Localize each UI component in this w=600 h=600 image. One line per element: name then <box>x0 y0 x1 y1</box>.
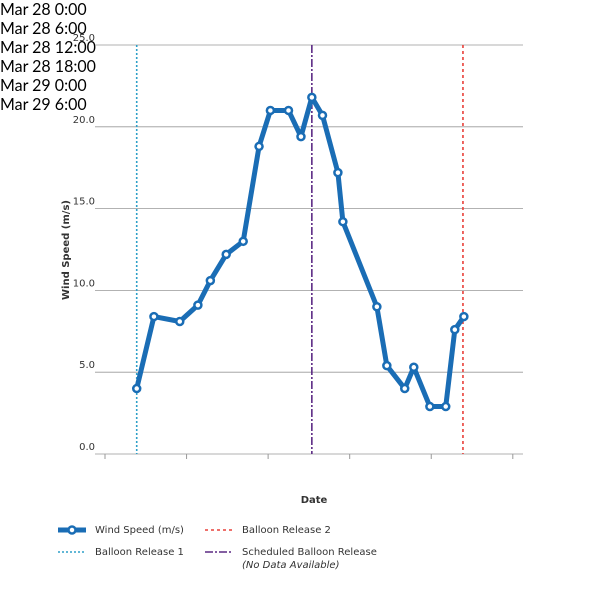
point <box>193 300 203 310</box>
point <box>459 311 469 322</box>
legend-label: Scheduled Balloon Release <box>242 547 377 558</box>
point <box>131 383 142 394</box>
y-tick-label: 25.0 <box>73 33 95 44</box>
x-axis-label: Date <box>301 495 328 506</box>
legend-label: Balloon Release 1 <box>95 547 184 558</box>
line <box>134 94 466 410</box>
x-tick-label: Mar 29 0:00 <box>0 76 87 95</box>
x-tick-label: Mar 28 0:00 <box>0 0 87 19</box>
point <box>175 316 185 327</box>
x-tick-label: Mar 28 6:00 <box>0 19 87 38</box>
y-tick-label: 0.0 <box>79 442 95 453</box>
point <box>149 311 159 322</box>
x-tick-label: Mar 29 6:00 <box>0 95 87 114</box>
legend-label: Wind Speed (m/s) <box>95 525 184 536</box>
point <box>221 249 231 260</box>
point <box>425 401 435 412</box>
point <box>283 105 294 116</box>
y-axis-label: Wind Speed (m/s) <box>61 200 72 300</box>
point <box>382 360 392 371</box>
point <box>409 362 419 373</box>
y-tick-label: 15.0 <box>73 197 95 208</box>
point <box>399 383 410 394</box>
point <box>307 92 317 103</box>
x-tick-label: Mar 28 18:00 <box>0 57 96 76</box>
legend-label: Balloon Release 2 <box>242 525 331 536</box>
y-tick-label: 20.0 <box>73 115 95 126</box>
point <box>238 236 248 247</box>
legend-note: (No Data Available) <box>242 560 340 571</box>
point <box>254 141 264 152</box>
point <box>333 167 343 178</box>
point <box>205 275 216 286</box>
y-tick-label: 10.0 <box>73 278 95 289</box>
y-tick-label: 5.0 <box>79 360 95 371</box>
point <box>440 401 451 412</box>
point <box>296 131 306 142</box>
point <box>338 216 348 227</box>
x-tick-label: Mar 28 12:00 <box>0 38 96 57</box>
point <box>265 105 276 116</box>
point <box>450 324 460 335</box>
point <box>317 110 328 121</box>
point <box>372 302 382 312</box>
legend-swatch <box>67 525 77 535</box>
